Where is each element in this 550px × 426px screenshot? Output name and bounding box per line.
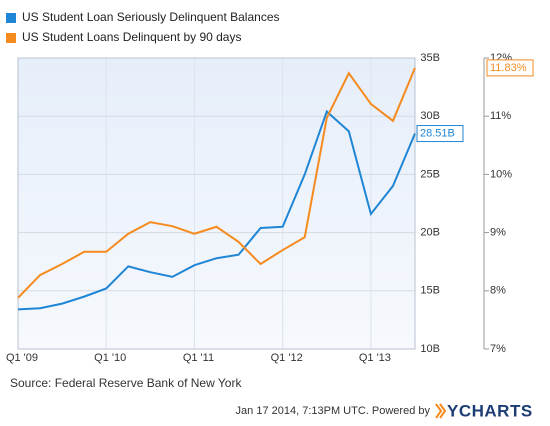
y2-tick-label: 10% (490, 168, 512, 180)
y-tick-label: 15B (420, 285, 440, 297)
value-label: 28.51B (420, 127, 455, 139)
legend-swatch (6, 13, 16, 23)
source: Source: Federal Reserve Bank of New York (10, 376, 242, 390)
brand-icon (435, 403, 447, 419)
value-label-box (486, 59, 534, 77)
x-tick-label: Q1 '10 (94, 352, 126, 364)
y-tick-label: 30B (420, 110, 440, 122)
y-tick-label: 10B (420, 343, 440, 355)
series-line (17, 67, 416, 299)
x-tick-label: Q1 '12 (271, 352, 303, 364)
y2-tick-label: 8% (490, 285, 506, 297)
x-tick-label: Q1 '13 (359, 352, 391, 364)
timestamp: Jan 17 2014, 7:13PM UTC. Powered by (236, 405, 431, 417)
y2-tick-label: 11% (490, 110, 511, 122)
value-label: 11.83% (490, 62, 527, 74)
brand: YCHARTS (447, 401, 533, 420)
x-tick-label: Q1 '11 (183, 352, 214, 364)
legend-text: US Student Loans Delinquent by 90 days (22, 30, 241, 44)
y2-tick-label: 7% (490, 343, 506, 355)
value-label-box (416, 125, 464, 143)
x-tick-label: Q1 '09 (6, 352, 38, 364)
y-tick-label: 35B (420, 52, 440, 64)
plot-border (17, 57, 416, 350)
legend-swatch (6, 33, 16, 43)
y-tick-label: 25B (420, 168, 440, 180)
series-line (17, 109, 416, 311)
y2-tick-label: 9% (490, 227, 506, 239)
plot-background (18, 58, 415, 349)
y-tick-label: 20B (420, 227, 440, 239)
legend-text: US Student Loan Seriously Delinquent Bal… (22, 10, 280, 24)
